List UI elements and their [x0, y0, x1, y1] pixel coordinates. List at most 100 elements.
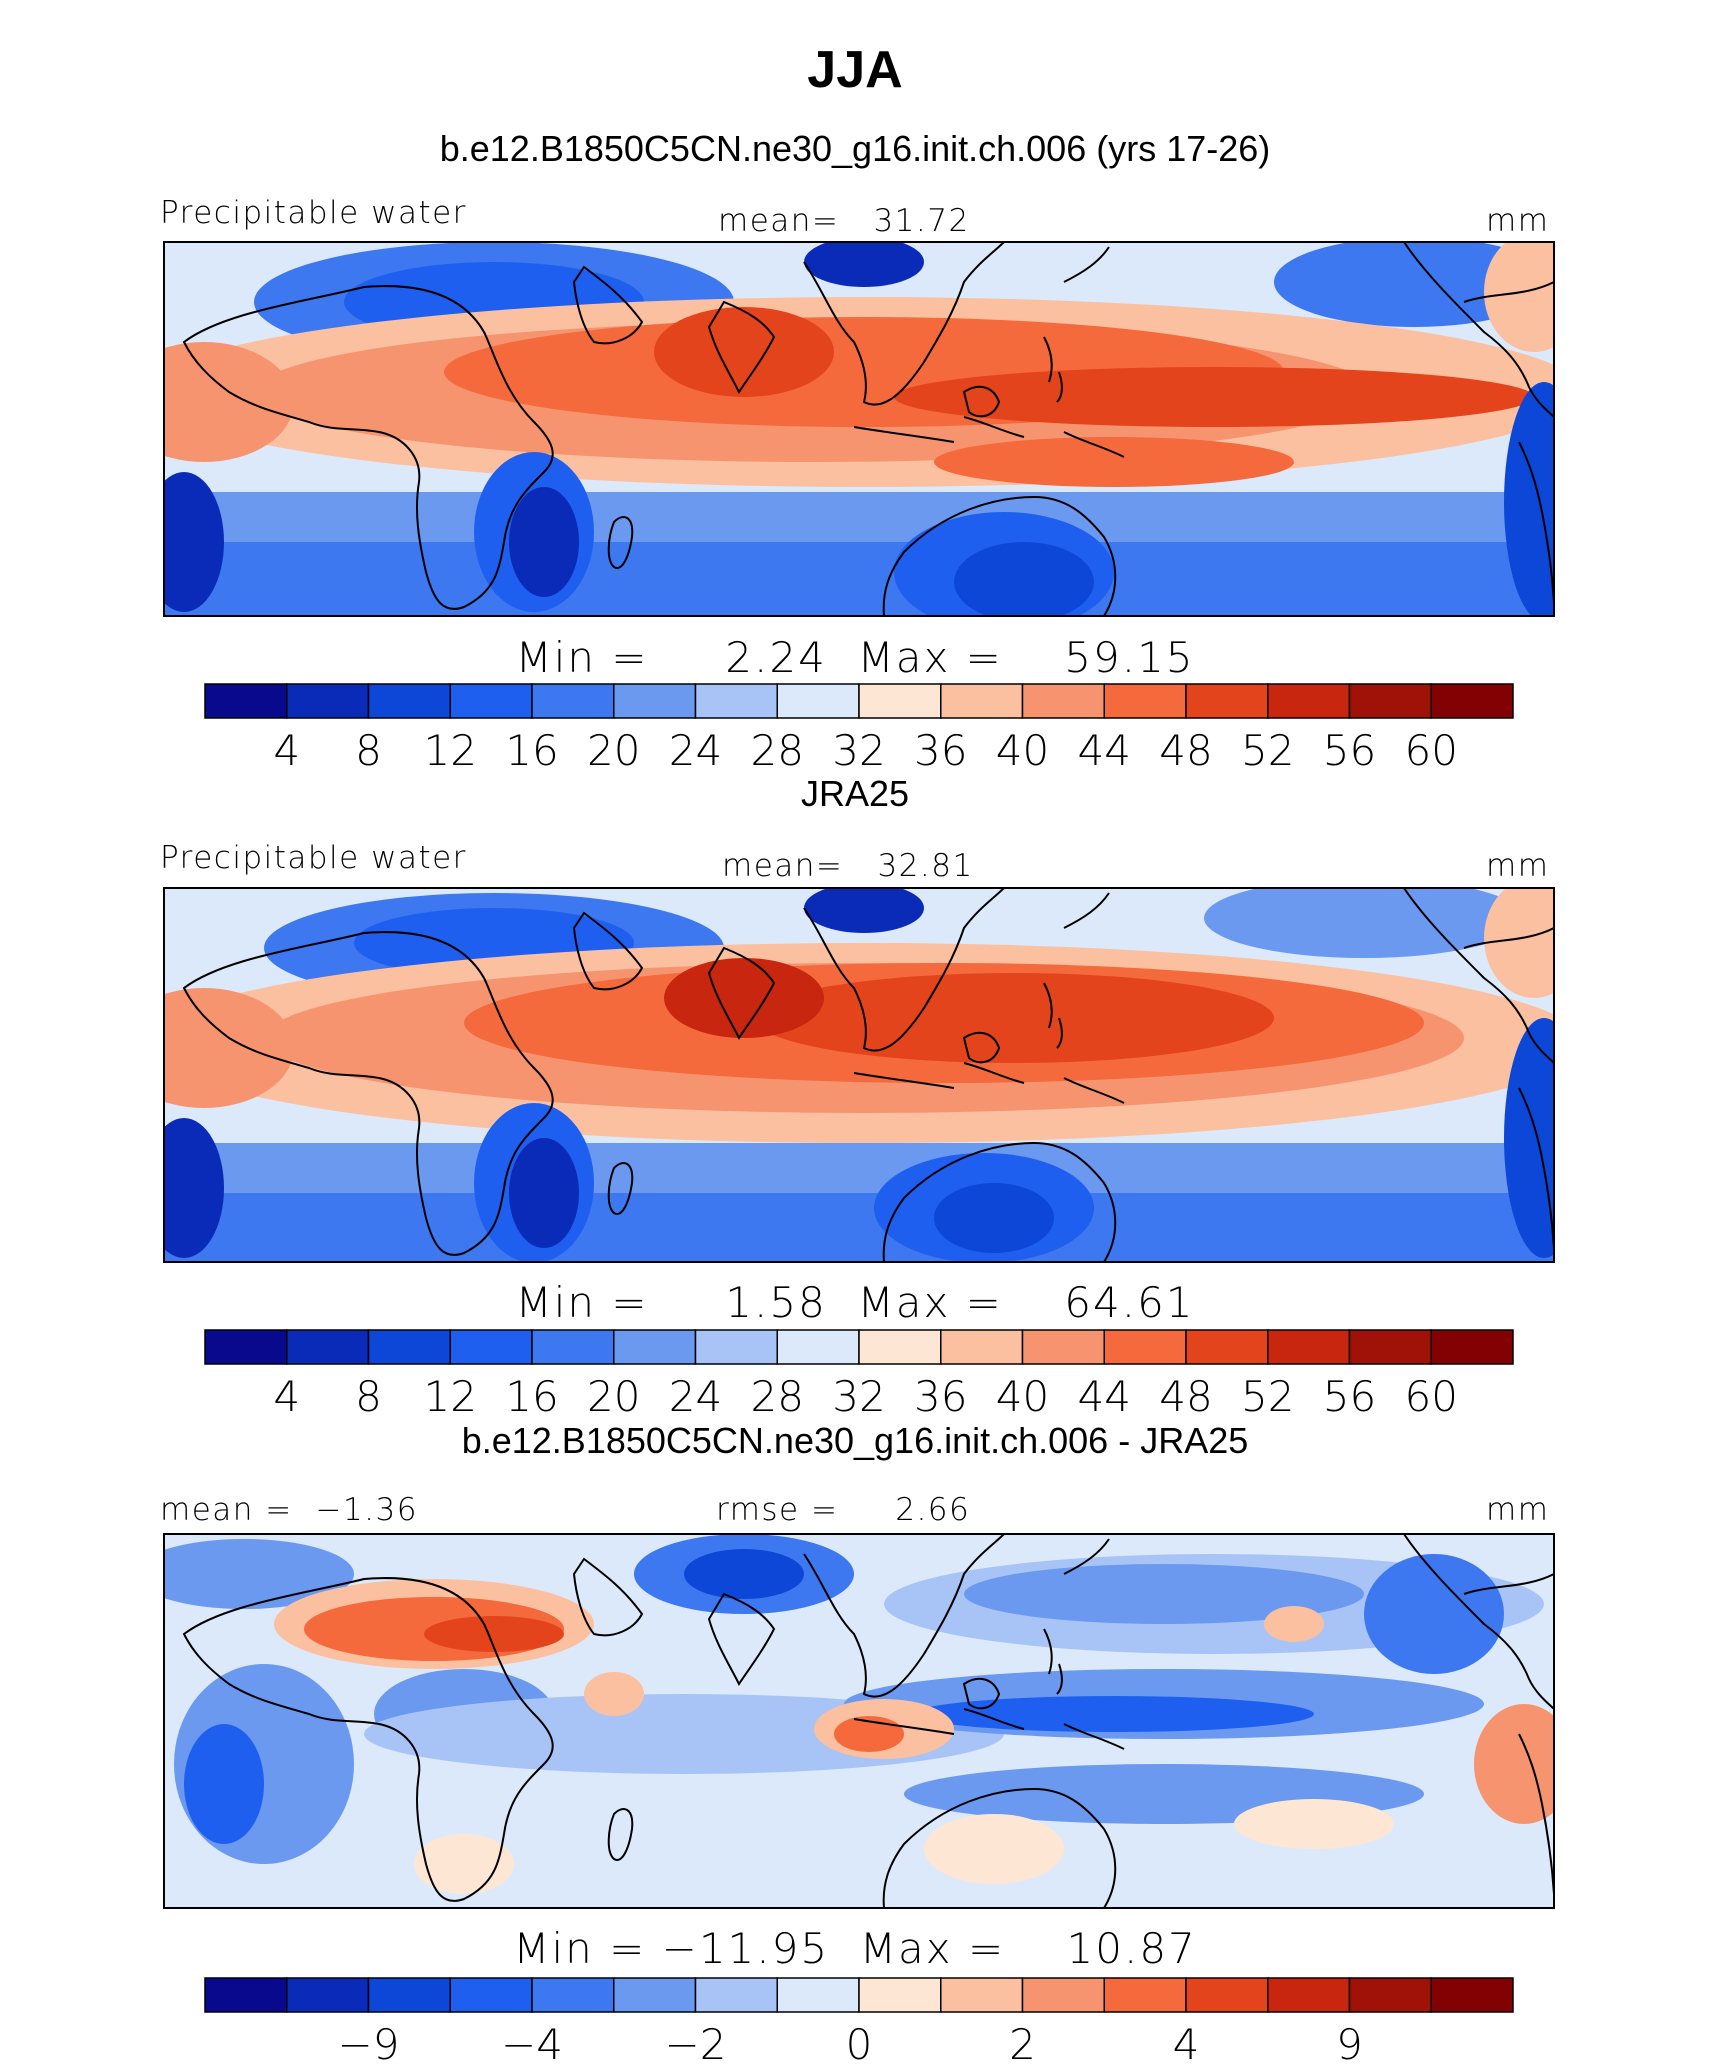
panel-1-colorbar-box [1348, 683, 1432, 719]
colorbar-tick-label: 48 [1159, 726, 1213, 775]
panel-1-colorbar-box [286, 683, 370, 719]
colorbar-tick-label: 20 [587, 726, 641, 775]
panel-2-colorbar-box [286, 1329, 370, 1365]
colorbar-tick-label: 52 [1241, 726, 1295, 775]
panel-3-mean-label: mean = −1.36 [160, 1492, 418, 1528]
panel-2-colorbar-box [776, 1329, 860, 1365]
panel-2-colorbar-box [204, 1329, 288, 1365]
panel-3-colorbar-box [858, 1977, 942, 2013]
panel-2-colorbar-box [858, 1329, 942, 1365]
panel-3-colorbar-box [1348, 1977, 1432, 2013]
panel-3-colorbar-box [1430, 1977, 1514, 2013]
colorbar-tick-label: 4 [1172, 2020, 1200, 2069]
colorbar-tick-label: 28 [750, 726, 804, 775]
colorbar-tick-label: 2 [1009, 2020, 1036, 2069]
colorbar-tick-label: 20 [587, 1372, 641, 1421]
panel-2-colorbar-box [1267, 1329, 1351, 1365]
colorbar-tick-label: 44 [1077, 1372, 1131, 1421]
panel-1-colorbar-box [1185, 683, 1269, 719]
panel-2-minmax: Min = 1.58 Max = 64.61 [515, 1278, 1195, 1327]
panel-3-colorbar-box [204, 1977, 288, 2013]
colorbar-tick-label: 60 [1404, 1372, 1458, 1421]
colorbar-tick-label: 52 [1241, 1372, 1295, 1421]
panel-2-colorbar-box [1348, 1329, 1432, 1365]
panel-1-colorbar-box [1021, 683, 1105, 719]
colorbar-tick-label: 32 [832, 1372, 886, 1421]
panel-3-colorbar-box [1267, 1977, 1351, 2013]
panel-2-mean-label: mean= 32.81 [722, 848, 974, 884]
panel-3-map-frame [163, 1533, 1555, 1909]
colorbar-tick-label: 60 [1404, 726, 1458, 775]
panel-2-colorbar-box [1185, 1329, 1269, 1365]
colorbar-tick-label: 36 [914, 1372, 968, 1421]
panel-3-colorbar-box [613, 1977, 697, 2013]
panel-1-colorbar-box [613, 683, 697, 719]
colorbar-tick-label: 56 [1322, 726, 1377, 775]
colorbar-tick-label: 36 [914, 726, 968, 775]
colorbar-tick-label: 8 [355, 726, 382, 775]
panel-2-map [164, 888, 1554, 1262]
colorbar-tick-label: 56 [1322, 1372, 1377, 1421]
panel-3-colorbar-box [1021, 1977, 1105, 2013]
panel-2-colorbar-box [449, 1329, 533, 1365]
panel-3-colorbar-box [1185, 1977, 1269, 2013]
panel-1-colorbar-box [694, 683, 778, 719]
panel-3-colorbar-box [694, 1977, 778, 2013]
colorbar-tick-label: 9 [1336, 2020, 1363, 2069]
colorbar-tick-label: 32 [832, 726, 886, 775]
colorbar-tick-label: 40 [995, 1372, 1050, 1421]
panel-3-units: mm [1486, 1492, 1550, 1528]
panel-1-colorbar-box [1430, 683, 1514, 719]
colorbar-tick-label: 12 [423, 1372, 477, 1421]
panel-2-colorbar-box [940, 1329, 1024, 1365]
panel-1-colorbar-box [776, 683, 860, 719]
colorbar-tick-label: 4 [273, 1372, 301, 1421]
panel-1-colorbar-box [858, 683, 942, 719]
panel-3-map [164, 1534, 1554, 1908]
colorbar-tick-label: 4 [273, 726, 301, 775]
colorbar-tick-label: 16 [505, 726, 559, 775]
panel-1-title: b.e12.B1850C5CN.ne30_g16.init.ch.006 (yr… [439, 128, 1271, 169]
panel-1-map [164, 242, 1554, 616]
panel-1-colorbar-box [367, 683, 451, 719]
colorbar-tick-label: 24 [668, 1372, 723, 1421]
panel-2-colorbar-box [694, 1329, 778, 1365]
panel-2-map-frame [163, 887, 1555, 1263]
panel-3-minmax: Min = −11.95 Max = 10.87 [513, 1924, 1197, 1973]
figure-title: JJA [807, 41, 903, 99]
panel-1-colorbar-box [1103, 683, 1187, 719]
panel-1-colorbar-box [449, 683, 533, 719]
panel-3-colorbar-box [940, 1977, 1024, 2013]
panel-1-map-frame [163, 241, 1555, 617]
panel-2-variable-label: Precipitable water [160, 840, 467, 876]
panel-1-mean-label: mean= 31.72 [718, 203, 970, 239]
panel-1-variable-label: Precipitable water [160, 195, 467, 231]
colorbar-tick-label: −9 [337, 2020, 400, 2069]
panel-2-units: mm [1486, 848, 1550, 884]
colorbar-tick-label: −4 [501, 2020, 563, 2069]
colorbar-tick-label: 8 [355, 1372, 382, 1421]
colorbar-tick-label: 16 [505, 1372, 559, 1421]
panel-2-colorbar-box [613, 1329, 697, 1365]
panel-2-colorbar-box [1103, 1329, 1187, 1365]
colorbar-tick-label: −2 [664, 2020, 727, 2069]
panel-1-colorbar-box [204, 683, 288, 719]
colorbar-tick-label: 48 [1159, 1372, 1213, 1421]
panel-3-colorbar-box [367, 1977, 451, 2013]
panel-3-colorbar-box [1103, 1977, 1187, 2013]
panel-1-colorbar-box [531, 683, 615, 719]
panel-3-colorbar-box [286, 1977, 370, 2013]
panel-2-colorbar-box [1021, 1329, 1105, 1365]
panel-1-colorbar-box [1267, 683, 1351, 719]
panel-3-colorbar-box [776, 1977, 860, 2013]
panel-2-colorbar-box [1430, 1329, 1514, 1365]
panel-3-colorbar-box [531, 1977, 615, 2013]
colorbar-tick-label: 44 [1077, 726, 1131, 775]
panel-1-units: mm [1486, 203, 1550, 239]
panel-2-title: JRA25 [800, 773, 910, 814]
colorbar-tick-label: 12 [423, 726, 477, 775]
colorbar-tick-label: 40 [995, 726, 1050, 775]
colorbar-tick-label: 28 [750, 1372, 804, 1421]
panel-2-colorbar-box [367, 1329, 451, 1365]
